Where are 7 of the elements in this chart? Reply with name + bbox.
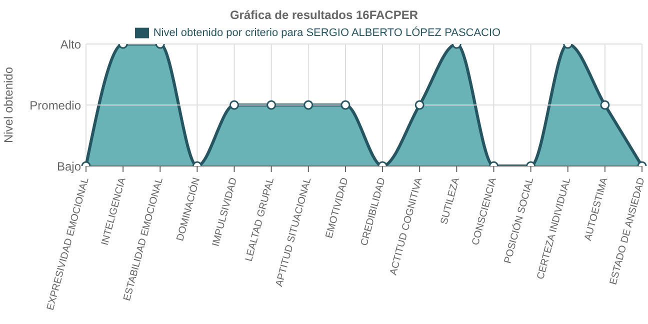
x-tick-label: LEALTAD GRUPAL bbox=[244, 176, 277, 263]
legend-label: Nivel obtenido por criterio para SERGIO ALBERTO LÓPEZ PASCACIO bbox=[153, 26, 501, 39]
chart-title: Gráfica de resultados 16FACPER bbox=[228, 8, 420, 24]
text: Alto bbox=[60, 37, 82, 52]
text: Bajo bbox=[56, 159, 82, 174]
text: Promedio bbox=[30, 98, 82, 112]
y-axis-title: Nivel obtenido bbox=[1, 66, 16, 144]
